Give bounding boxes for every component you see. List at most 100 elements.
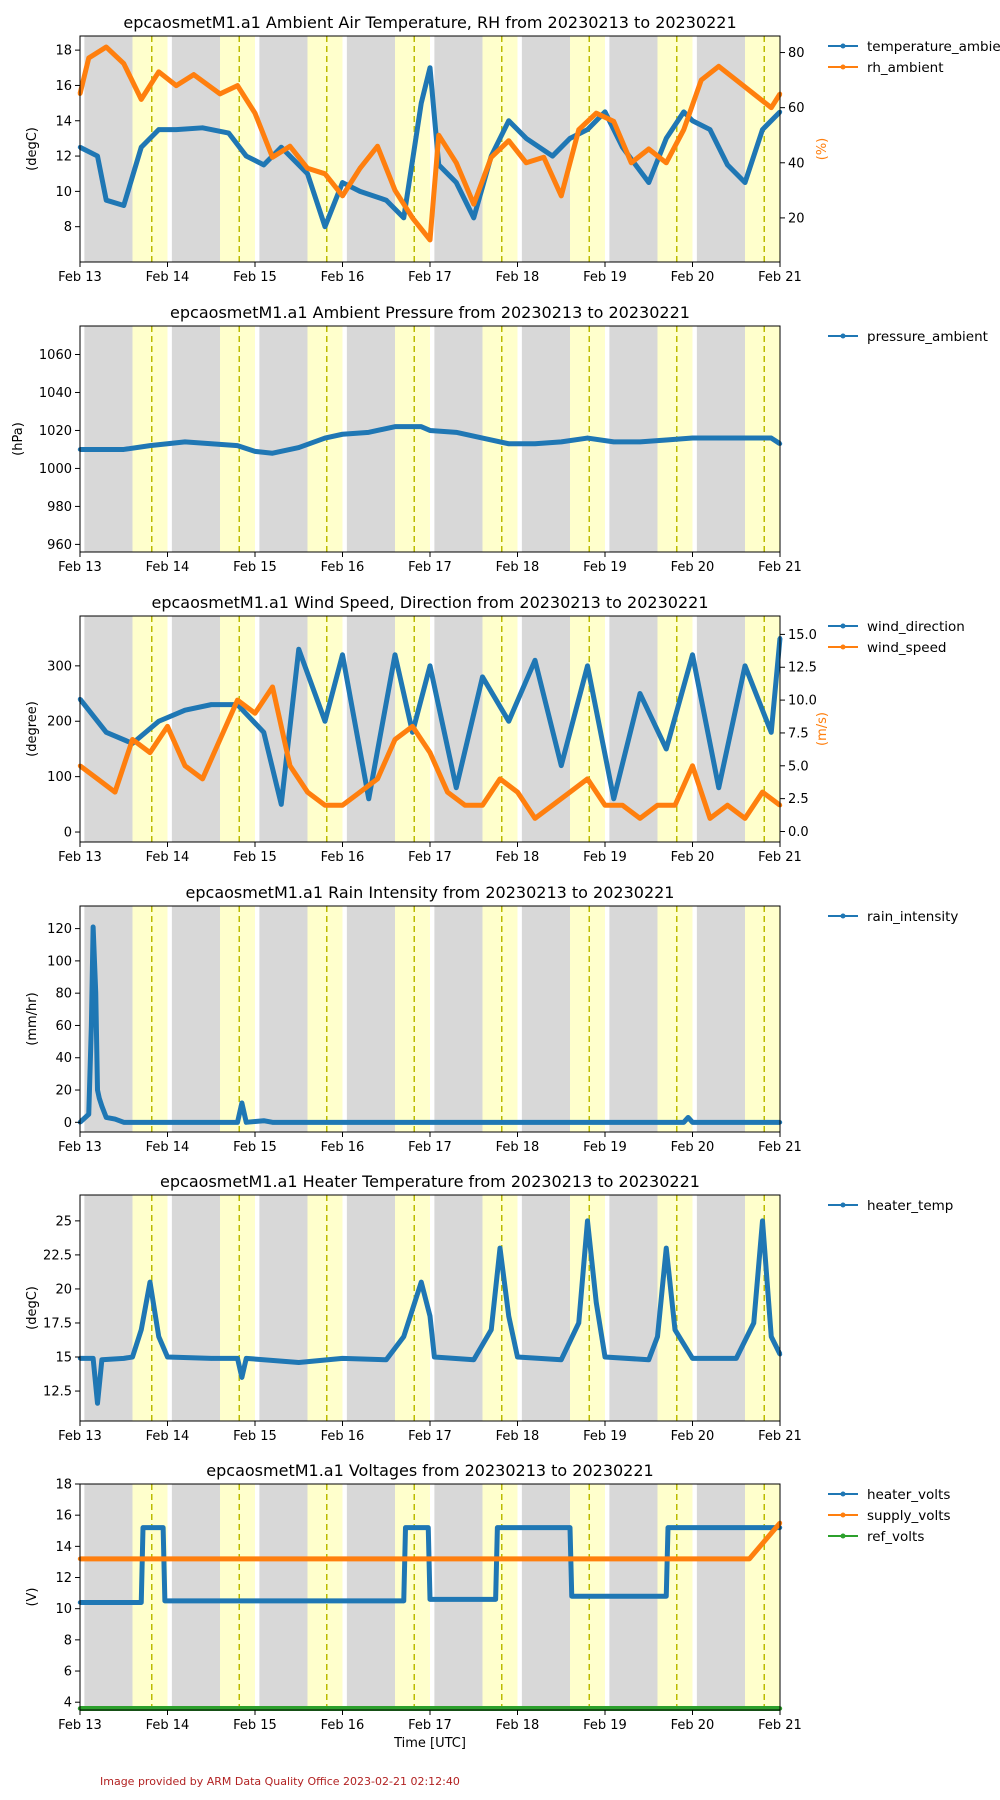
data-point (515, 1354, 520, 1360)
data-point (261, 1118, 266, 1123)
legend-label: rh_ambient (867, 60, 944, 76)
data-point (664, 1556, 669, 1562)
data-point (559, 439, 564, 445)
chart-panel-3: epcaosmetM1.a1 Wind Speed, Direction fro… (25, 593, 965, 865)
legend-marker (840, 913, 846, 919)
data-point (121, 1356, 126, 1361)
data-point (690, 763, 695, 768)
data-point (690, 435, 695, 441)
x-tick-label: Feb 18 (496, 850, 540, 865)
data-point (147, 443, 153, 448)
data-point (89, 1023, 94, 1028)
x-tick-label: Feb 14 (146, 560, 190, 575)
data-point (707, 816, 713, 821)
data-point (384, 1357, 389, 1362)
x-tick-label: Feb 16 (321, 1429, 365, 1444)
data-point (594, 110, 599, 116)
legend-marker (840, 1512, 846, 1518)
data-point (506, 441, 511, 446)
data-point (139, 97, 144, 102)
y-tick-label: 12.5 (43, 1385, 72, 1400)
chart-title: epcaosmetM1.a1 Voltages from 20230213 to… (206, 1461, 653, 1480)
background-gap (342, 1484, 347, 1710)
data-point (734, 77, 739, 83)
x-tick-label: Feb 19 (583, 1140, 627, 1155)
x-tick-label: Feb 17 (408, 850, 452, 865)
data-point (392, 424, 398, 429)
data-point (497, 1245, 503, 1251)
data-point (112, 789, 118, 795)
data-point (694, 1556, 700, 1562)
background-band (605, 906, 658, 1132)
chart-title: epcaosmetM1.a1 Heater Temperature from 2… (160, 1172, 700, 1191)
chart-title: epcaosmetM1.a1 Wind Speed, Direction fro… (152, 593, 709, 612)
x-tick-label: Feb 15 (233, 270, 277, 285)
y-tick-label: 10 (55, 185, 72, 200)
data-point (769, 105, 774, 110)
data-point (585, 663, 590, 669)
background-gap (167, 906, 172, 1132)
data-point (270, 1120, 275, 1125)
chart-panel-1: epcaosmetM1.a1 Ambient Air Temperature, … (25, 13, 1000, 285)
chart-title: epcaosmetM1.a1 Rain Intensity from 20230… (186, 883, 675, 902)
x-tick-label: Feb 14 (146, 1140, 190, 1155)
data-point (495, 1525, 500, 1530)
y-tick-label: 14 (55, 114, 72, 129)
background-band (517, 1484, 570, 1710)
x-tick-label: Feb 21 (758, 560, 802, 575)
data-point (585, 435, 590, 441)
data-point (261, 162, 266, 168)
data-point (182, 439, 188, 445)
background-gap (605, 1195, 610, 1421)
data-point (104, 730, 109, 735)
chart-panel-6: epcaosmetM1.a1 Voltages from 20230213 to… (25, 1461, 951, 1751)
y-tick-label: 16 (55, 1509, 72, 1524)
y-tick-label: 960 (47, 538, 72, 553)
data-point (375, 776, 380, 782)
data-point (602, 109, 608, 115)
background-band (255, 1195, 308, 1421)
data-point (489, 1327, 494, 1332)
data-point (541, 155, 546, 160)
data-point (471, 215, 476, 221)
x-tick-label: Feb 17 (408, 1718, 452, 1733)
data-point (646, 146, 651, 152)
data-point (366, 796, 371, 801)
data-point (322, 435, 328, 441)
y-tick-label: 6 (64, 1665, 72, 1680)
data-point (585, 1218, 590, 1224)
data-point (760, 789, 765, 795)
y-right-tick-label: 20 (788, 211, 805, 226)
data-point (279, 802, 284, 807)
x-tick-label: Feb 13 (58, 560, 102, 575)
y-right-axis-label: (%) (815, 138, 830, 161)
data-point (532, 658, 538, 663)
background-band (167, 326, 220, 552)
data-point (121, 203, 126, 208)
y-tick-label: 0 (64, 826, 72, 841)
legend-label: supply_volts (867, 1508, 951, 1524)
data-point (401, 1598, 406, 1604)
data-point (681, 1120, 686, 1125)
y-tick-label: 20 (55, 1282, 72, 1297)
y-right-axis-label: (m/s) (815, 712, 830, 746)
background-band (342, 326, 395, 552)
data-point (357, 789, 363, 795)
data-point (340, 432, 345, 437)
data-point (121, 447, 126, 452)
y-tick-label: 1020 (39, 424, 72, 439)
x-tick-label: Feb 18 (496, 1718, 540, 1733)
y-tick-label: 40 (55, 1051, 72, 1066)
x-tick-label: Feb 15 (233, 560, 277, 575)
y-tick-label: 17.5 (43, 1316, 72, 1331)
data-point (685, 1115, 691, 1120)
background-band (430, 326, 483, 552)
data-point (165, 724, 170, 729)
data-point (506, 719, 511, 724)
y-axis-label: (hPa) (11, 422, 26, 456)
background-band (745, 36, 780, 262)
data-point (139, 1327, 144, 1332)
data-point (130, 1354, 135, 1360)
data-point (471, 1357, 476, 1362)
data-point (493, 1597, 498, 1602)
